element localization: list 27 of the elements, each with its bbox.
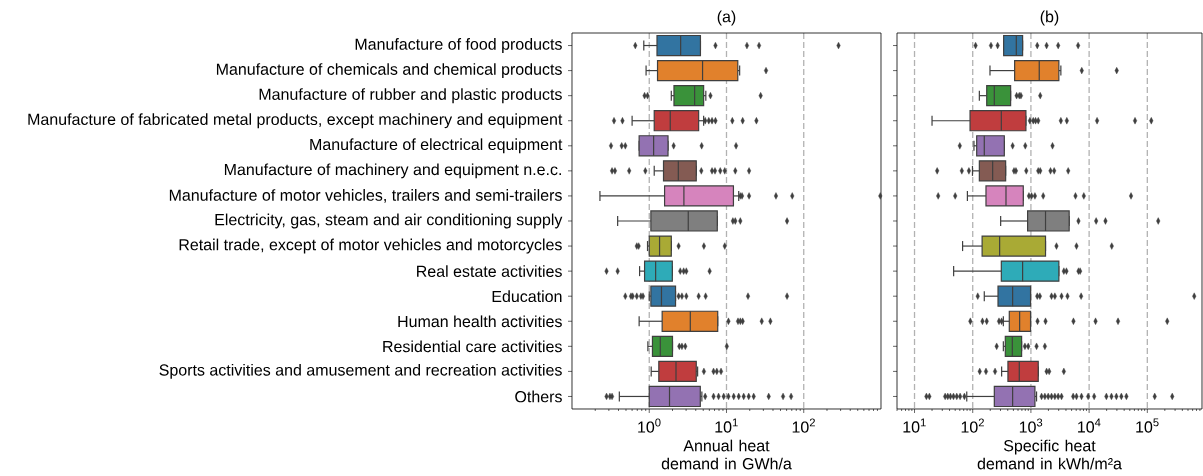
x-tick-label: 10$^{4}$ xyxy=(1078,418,1101,433)
x-tick-label: 10$^{0}$ xyxy=(638,418,661,433)
chart-title: (a) xyxy=(717,10,736,26)
x-tick-label: 10$^{2}$ xyxy=(961,418,984,433)
y-tick-label: Manufacture of electrical equipment xyxy=(310,138,563,154)
y-tick-label: Manufacture of fabricated metal products, except machinery and equipment xyxy=(28,113,563,129)
y-tick-label: Manufacture of machinery and equipment n.e.c. xyxy=(224,163,561,179)
y-tick-label: Others xyxy=(515,390,562,403)
x-tick-label: 10$^{1}$ xyxy=(715,418,738,433)
y-tick-label: Retail trade, except of motor vehicles and motorcycles xyxy=(179,238,562,254)
x-tick-label: 10$^{3}$ xyxy=(1019,418,1043,433)
y-tick-label: Real estate activities xyxy=(417,265,562,277)
y-tick-label: Manufacture of rubber and plastic products xyxy=(259,88,562,104)
y-tick-label: Manufacture of chemicals and chemical products xyxy=(216,63,562,79)
x-tick-label: 10$^{1}$ xyxy=(903,418,926,433)
x-axis-title: Specific heat demand in kWh/m²a xyxy=(977,439,1122,470)
y-tick-label: Manufacture of food products xyxy=(355,38,562,53)
chart-title: (b) xyxy=(1040,10,1059,26)
y-tick-label: Manufacture of motor vehicles, trailers and semi-trailers xyxy=(169,189,562,203)
x-tick-label: 10$^{2}$ xyxy=(792,418,815,433)
x-tick-label: 10$^{5}$ xyxy=(1136,418,1159,433)
y-tick-label: Residential care activities xyxy=(383,340,562,353)
y-tick-label: Electricity, gas, steam and air conditioning supply xyxy=(215,213,563,229)
y-tick-label: Education xyxy=(492,290,562,303)
y-tick-label: Human health activities xyxy=(398,315,562,328)
y-tick-label: Sports activities and amusement and recreation activities xyxy=(159,363,562,379)
x-axis-title: Annual heat demand in GWh/a xyxy=(661,439,792,470)
